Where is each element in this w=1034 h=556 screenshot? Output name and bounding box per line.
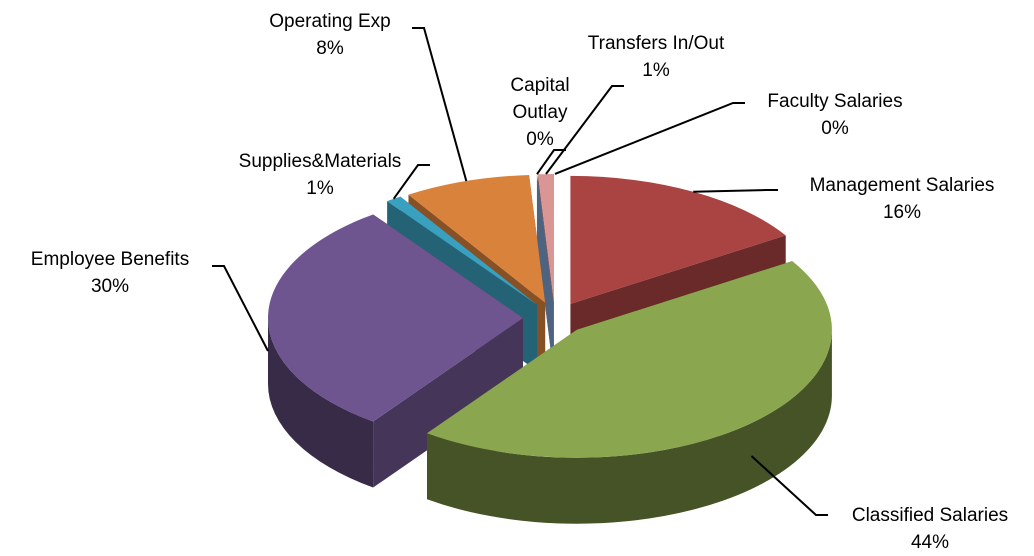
category-name: Transfers In/Out <box>587 33 725 54</box>
slice-side <box>268 318 374 488</box>
value-label: 0% <box>526 129 554 150</box>
slice <box>387 196 538 305</box>
leader-line <box>554 102 745 175</box>
slice-side <box>427 329 832 524</box>
category-name: Operating Exp <box>269 11 391 32</box>
slice <box>570 175 786 304</box>
value-label: 44% <box>910 532 950 553</box>
leader-line <box>750 455 828 516</box>
slice-label: Capital Outlay 0% <box>500 72 580 153</box>
slice-label: Transfers In/Out 1% <box>588 30 725 84</box>
value-label: 16% <box>882 202 922 223</box>
category-name: Classified Salaries <box>851 505 1009 526</box>
value-label: 1% <box>642 60 670 81</box>
slice-label: Operating Exp 8% <box>269 8 390 62</box>
leader-line <box>693 189 778 193</box>
slice-side <box>373 318 523 488</box>
category-name: Faculty Salaries <box>767 91 903 112</box>
slice-label: Faculty Salaries 0% <box>767 88 902 142</box>
leader-line <box>545 85 624 175</box>
slice <box>427 261 832 458</box>
value-label: 8% <box>316 38 344 59</box>
leader-line <box>392 164 430 200</box>
category-name: Supplies&Materials <box>238 151 402 172</box>
value-label: 0% <box>821 118 849 139</box>
slice-label: Classified Salaries 44% <box>852 502 1008 556</box>
category-name: Capital Outlay <box>510 75 570 123</box>
slice-side <box>536 174 553 368</box>
category-name: Employee Benefits <box>30 249 190 270</box>
leader-line <box>212 265 269 352</box>
slice <box>268 214 523 422</box>
value-label: 30% <box>90 276 130 297</box>
category-name: Management Salaries <box>809 175 995 196</box>
slice-label: Supplies&Materials 1% <box>239 148 402 202</box>
slice <box>408 174 546 303</box>
slice-label: Employee Benefits 30% <box>31 246 189 300</box>
slice-label: Management Salaries 16% <box>810 172 995 226</box>
leader-line <box>536 149 566 175</box>
leader-line <box>412 27 468 182</box>
slice <box>537 173 554 302</box>
value-label: 1% <box>306 178 334 199</box>
